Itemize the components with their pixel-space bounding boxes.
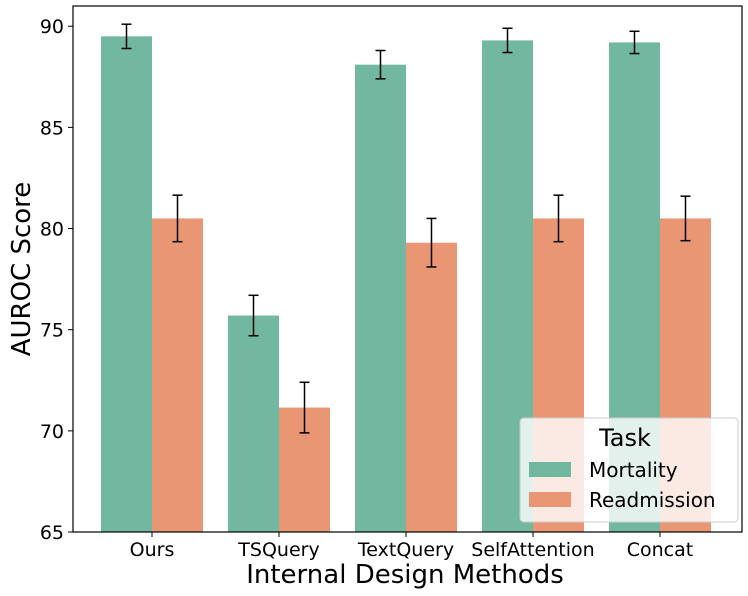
y-tick-label: 90 (40, 16, 64, 38)
bar-mortality-ours (101, 36, 152, 532)
x-tick-label: TextQuery (357, 539, 454, 561)
error-bar-mortality-textquery (375, 49, 386, 80)
legend-swatch-readmission (529, 492, 571, 507)
y-tick-label: 80 (40, 219, 64, 241)
y-tick-label: 70 (40, 421, 64, 443)
legend-box (519, 417, 739, 523)
y-tick-label: 75 (40, 320, 64, 342)
y-axis: 65 70 75 80 85 90 (40, 16, 73, 544)
legend-label-readmission: Readmission (589, 488, 716, 512)
error-bars-layer (121, 23, 691, 434)
error-bar-readmission-ours (172, 194, 183, 243)
x-tick-label: TSQuery (237, 539, 319, 561)
error-bar-mortality-tsquery (248, 294, 259, 337)
x-tick-label: Ours (130, 539, 175, 561)
y-axis-label: AUROC Score (7, 182, 37, 357)
bar-mortality-textquery (355, 64, 406, 533)
legend-title: Task (598, 424, 651, 452)
y-tick-label: 65 (40, 522, 64, 544)
y-tick-label: 85 (40, 117, 64, 139)
error-bar-readmission-selfattention (553, 194, 564, 243)
error-bar-mortality-selfattention (502, 27, 513, 54)
legend: Task Mortality Readmission (519, 417, 739, 523)
error-bar-mortality-concat (629, 30, 640, 55)
x-tick-label: Concat (627, 539, 693, 561)
plot-frame (72, 5, 743, 533)
x-tick-label: SelfAttention (471, 539, 594, 561)
bar-mortality-tsquery (228, 315, 279, 532)
legend-swatch-mortality (529, 462, 571, 477)
x-axis: Ours TSQuery TextQuery SelfAttention Concat (130, 532, 693, 561)
legend-label-mortality: Mortality (589, 458, 678, 482)
error-bar-readmission-concat (680, 195, 691, 242)
bar-readmission-ours (152, 218, 203, 532)
x-axis-label: Internal Design Methods (246, 560, 564, 590)
error-bar-mortality-ours (121, 23, 132, 50)
error-bar-readmission-textquery (426, 217, 437, 268)
bar-readmission-textquery (406, 242, 457, 532)
error-bar-readmission-tsquery (299, 381, 310, 434)
